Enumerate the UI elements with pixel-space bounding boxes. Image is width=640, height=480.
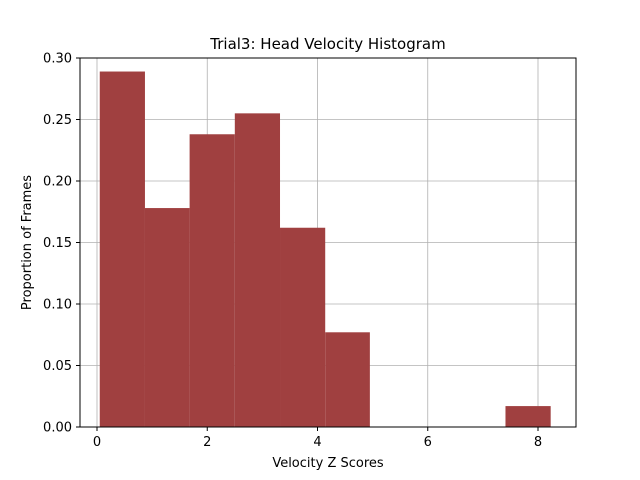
x-tick-label: 6 [424, 435, 432, 450]
x-tick-label: 0 [93, 435, 101, 450]
histogram-bar [505, 406, 551, 427]
histogram-bar [325, 332, 370, 427]
y-tick-label: 0.05 [43, 359, 72, 374]
x-tick-label: 2 [203, 435, 211, 450]
y-tick-label: 0.20 [43, 175, 72, 190]
y-tick-label: 0.25 [43, 113, 72, 128]
histogram-bar [99, 71, 145, 427]
y-tick-label: 0.10 [43, 298, 72, 313]
x-tick-label: 4 [313, 435, 321, 450]
y-axis-label: Proportion of Frames [20, 175, 35, 310]
histogram-bar [144, 208, 190, 427]
chart-title: Trial3: Head Velocity Histogram [209, 35, 445, 53]
x-axis-label: Velocity Z Scores [272, 456, 384, 471]
y-tick-label: 0.15 [43, 236, 72, 251]
plot-area: 0 2 4 6 8 0.00 0.05 0.10 0.15 0.20 0.25 0.30 [43, 52, 577, 450]
histogram-bar [189, 134, 235, 427]
histogram-bar [280, 227, 326, 427]
histogram-bar [234, 113, 281, 427]
x-tick-label: 8 [534, 435, 542, 450]
y-tick-label: 0.30 [43, 52, 72, 67]
y-tick-label: 0.00 [43, 421, 72, 436]
